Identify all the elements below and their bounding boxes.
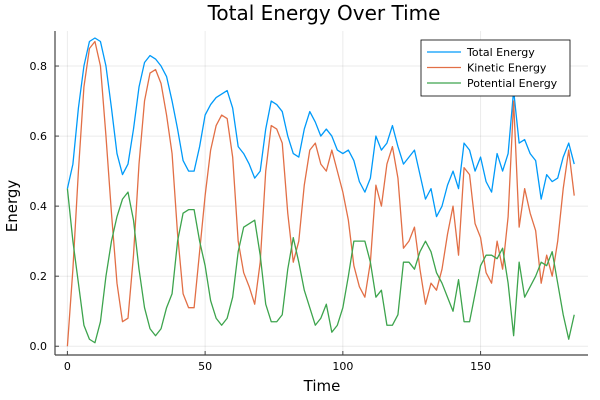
x-tick-label: 150 bbox=[470, 360, 491, 373]
chart-title: Total Energy Over Time bbox=[207, 1, 441, 25]
legend-label: Kinetic Energy bbox=[467, 62, 547, 75]
legend-label: Total Energy bbox=[466, 46, 535, 59]
tick-labels: 0 50 100 150 0.0 0.2 0.4 0.6 0.8 bbox=[30, 60, 492, 373]
series-line-total-energy bbox=[66, 37, 575, 218]
y-tick-label: 0.8 bbox=[30, 60, 48, 73]
legend-label: Potential Energy bbox=[467, 77, 558, 90]
y-tick-label: 0.0 bbox=[30, 340, 48, 353]
series-lines bbox=[66, 37, 575, 347]
axes bbox=[54, 31, 588, 356]
y-tick-label: 0.4 bbox=[30, 200, 48, 213]
series-line-kinetic-energy bbox=[66, 40, 575, 347]
y-axis-title: Energy bbox=[3, 180, 21, 233]
legend: Total Energy Kinetic Energy Potential Ener… bbox=[420, 39, 571, 97]
x-tick-label: 100 bbox=[332, 360, 353, 373]
x-axis-title: Time bbox=[303, 377, 341, 395]
series-line-potential-energy bbox=[66, 188, 575, 344]
x-tick-label: 50 bbox=[198, 360, 212, 373]
y-tick-label: 0.6 bbox=[30, 130, 48, 143]
x-tick-label: 0 bbox=[64, 360, 71, 373]
y-tick-label: 0.2 bbox=[30, 270, 48, 283]
